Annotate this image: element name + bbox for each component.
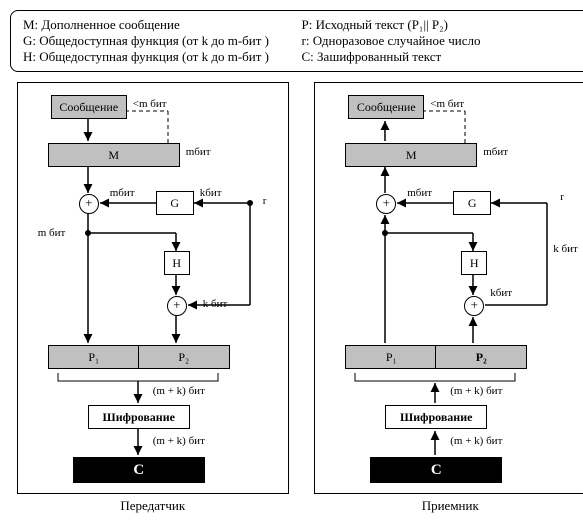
kbit-sp-label: k бит [553, 243, 578, 255]
mk-bit-label2: (m + k) бит [153, 435, 205, 447]
mbit-label: mбит [110, 187, 135, 199]
mk-bit-label1: (m + k) бит [153, 385, 205, 397]
c-box: C [370, 457, 502, 483]
sum1: + [79, 194, 99, 214]
h-box: H [461, 251, 487, 275]
encrypt-box: Шифрование [88, 405, 190, 429]
m-bits-label: mбит [483, 146, 508, 158]
msg-bits-label: <m бит [133, 98, 167, 110]
transmitter-caption: Передатчик [10, 498, 296, 514]
p2-box: P₂ [435, 345, 527, 369]
legend-left: M: Дополненное сообщение G: Общедоступна… [23, 17, 302, 65]
receiver-wrap: Сообщение <m бит M mбит + mбит G r H + k… [308, 82, 583, 514]
mbit-sp-label: m бит [38, 227, 66, 239]
kbit-label: kбит [490, 287, 512, 299]
g-box: G [156, 191, 194, 215]
mk-bit-label1: (m + k) бит [450, 385, 502, 397]
legend-item: r: Одноразовое случайное число [302, 33, 581, 49]
branch-dot [382, 230, 388, 236]
kbit-label: kбит [200, 187, 222, 199]
receiver-caption: Приемник [308, 498, 583, 514]
m-box: M [345, 143, 477, 167]
r-dot [247, 200, 253, 206]
g-box: G [453, 191, 491, 215]
transmitter-panel: Сообщение <m бит M mбит + mбит G kбит r … [17, 82, 289, 494]
legend-right: P: Исходный текст (P₁|| P₂) r: Одноразов… [302, 17, 581, 65]
sum2: + [464, 296, 484, 316]
p2-box: P₂ [138, 345, 230, 369]
legend-item: G: Общедоступная функция (от k до m-бит … [23, 33, 302, 49]
r-label: r [560, 191, 564, 203]
r-label: r [263, 195, 267, 207]
kbit-sp-label: k бит [203, 298, 228, 310]
branch-dot [85, 230, 91, 236]
encrypt-box: Шифрование [385, 405, 487, 429]
sum2: + [167, 296, 187, 316]
c-box: C [73, 457, 205, 483]
p1-box: P₁ [345, 345, 437, 369]
mk-bit-label2: (m + k) бит [450, 435, 502, 447]
msg-bits-label: <m бит [430, 98, 464, 110]
mbit-label: mбит [407, 187, 432, 199]
legend-box: M: Дополненное сообщение G: Общедоступна… [10, 10, 583, 72]
receiver-panel: Сообщение <m бит M mбит + mбит G r H + k… [314, 82, 583, 494]
sum1: + [376, 194, 396, 214]
message-box: Сообщение [51, 95, 127, 119]
legend-item: P: Исходный текст (P₁|| P₂) [302, 17, 581, 33]
h-box: H [164, 251, 190, 275]
p1-box: P₁ [48, 345, 140, 369]
transmitter-wrap: Сообщение <m бит M mбит + mбит G kбит r … [10, 82, 296, 514]
message-box: Сообщение [348, 95, 424, 119]
m-bits-label: mбит [186, 146, 211, 158]
legend-item: C: Зашифрованный текст [302, 49, 581, 65]
legend-item: H: Общедоступная функция (от k до m-бит … [23, 49, 302, 65]
panels-row: Сообщение <m бит M mбит + mбит G kбит r … [10, 82, 583, 514]
m-box: M [48, 143, 180, 167]
legend-item: M: Дополненное сообщение [23, 17, 302, 33]
